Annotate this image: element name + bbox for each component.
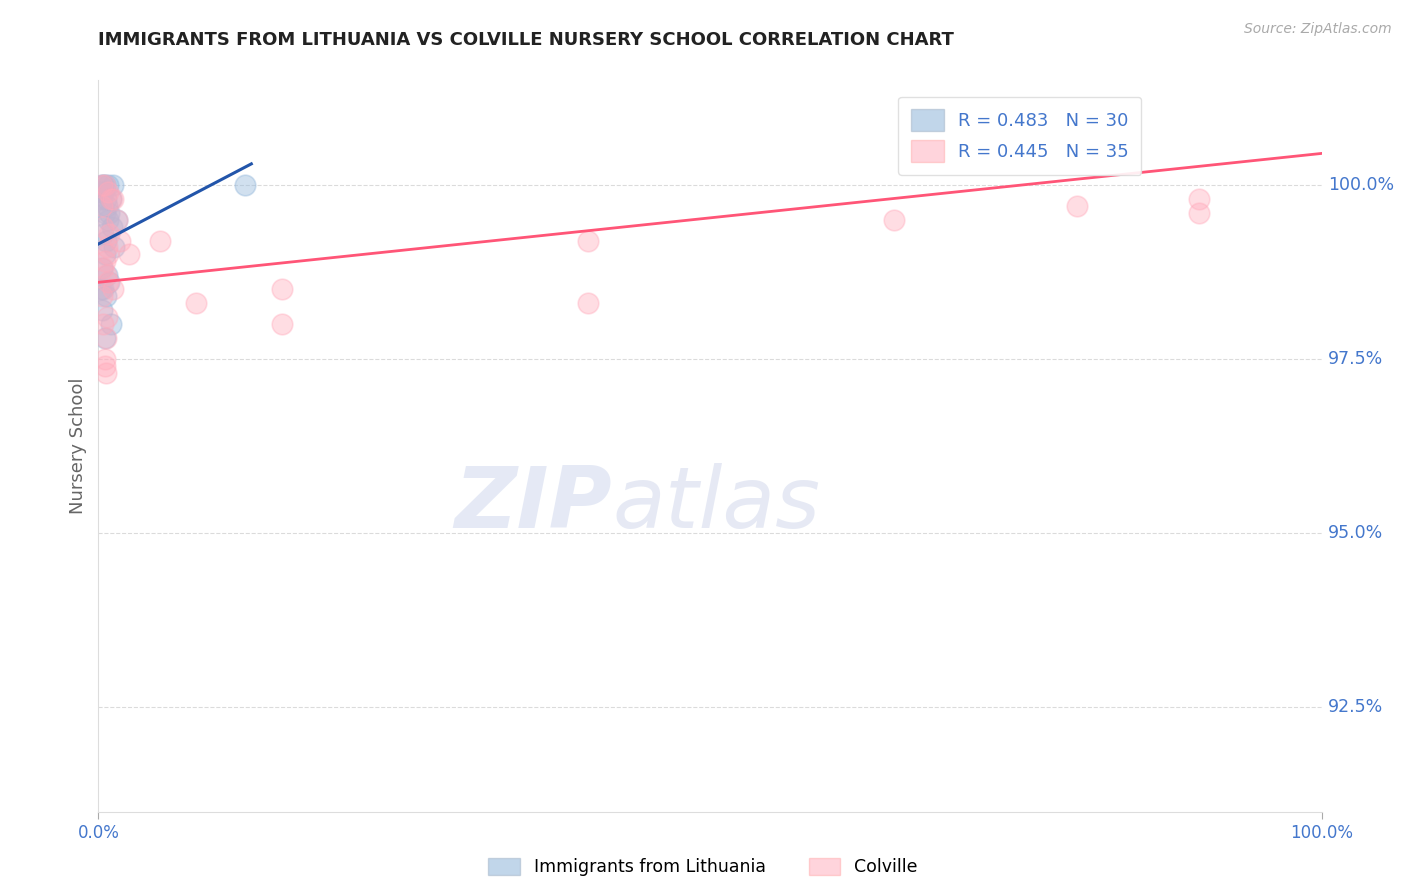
- Text: 92.5%: 92.5%: [1327, 698, 1384, 716]
- Point: [186, 296, 208, 310]
- Legend: Immigrants from Lithuania, Colville: Immigrants from Lithuania, Colville: [481, 851, 925, 883]
- Point: [91, 303, 114, 318]
- Point: [883, 212, 905, 227]
- Point: [90, 185, 112, 199]
- Text: IMMIGRANTS FROM LITHUANIA VS COLVILLE NURSERY SCHOOL CORRELATION CHART: IMMIGRANTS FROM LITHUANIA VS COLVILLE NU…: [98, 31, 955, 49]
- Point: [101, 282, 124, 296]
- Point: [1066, 199, 1088, 213]
- Point: [91, 282, 114, 296]
- Point: [97, 247, 120, 261]
- Point: [100, 192, 122, 206]
- Point: [94, 331, 117, 345]
- Point: [94, 192, 117, 206]
- Point: [93, 178, 115, 192]
- Point: [110, 234, 132, 248]
- Point: [91, 185, 114, 199]
- Point: [97, 212, 120, 227]
- Point: [93, 205, 115, 219]
- Text: 100.0%: 100.0%: [1327, 176, 1393, 194]
- Point: [91, 261, 114, 276]
- Point: [101, 192, 124, 206]
- Text: 95.0%: 95.0%: [1327, 524, 1384, 542]
- Point: [101, 219, 124, 234]
- Point: [93, 359, 115, 373]
- Point: [93, 331, 115, 345]
- Point: [101, 178, 124, 192]
- Point: [93, 247, 115, 261]
- Point: [94, 234, 117, 248]
- Point: [98, 227, 121, 241]
- Point: [576, 234, 599, 248]
- Point: [149, 234, 172, 248]
- Point: [91, 227, 114, 241]
- Point: [93, 254, 115, 268]
- Text: Source: ZipAtlas.com: Source: ZipAtlas.com: [1244, 22, 1392, 37]
- Point: [91, 192, 114, 206]
- Point: [91, 317, 114, 331]
- Text: 97.5%: 97.5%: [1327, 350, 1384, 368]
- Point: [233, 178, 256, 192]
- Point: [91, 178, 114, 192]
- Legend: R = 0.483   N = 30, R = 0.445   N = 35: R = 0.483 N = 30, R = 0.445 N = 35: [898, 96, 1142, 175]
- Point: [105, 212, 128, 227]
- Point: [1188, 192, 1211, 206]
- Point: [97, 178, 120, 192]
- Point: [91, 289, 114, 303]
- Point: [270, 317, 294, 331]
- Point: [96, 199, 118, 213]
- Point: [96, 240, 118, 254]
- Point: [1188, 205, 1211, 219]
- Point: [91, 178, 114, 192]
- Point: [103, 240, 125, 254]
- Point: [100, 192, 122, 206]
- Point: [90, 282, 112, 296]
- Point: [94, 366, 117, 380]
- Point: [96, 310, 118, 325]
- Point: [100, 317, 122, 331]
- Point: [96, 268, 118, 283]
- Y-axis label: Nursery School: Nursery School: [69, 377, 87, 515]
- Point: [94, 268, 117, 283]
- Text: ZIP: ZIP: [454, 463, 612, 546]
- Point: [91, 219, 114, 234]
- Point: [118, 247, 141, 261]
- Point: [270, 282, 294, 296]
- Text: atlas: atlas: [612, 463, 820, 546]
- Point: [97, 185, 120, 199]
- Point: [97, 275, 120, 289]
- Point: [94, 289, 117, 303]
- Point: [93, 351, 115, 366]
- Point: [576, 296, 599, 310]
- Point: [105, 212, 128, 227]
- Point: [93, 178, 115, 192]
- Point: [91, 178, 114, 192]
- Point: [91, 199, 114, 213]
- Point: [91, 261, 114, 276]
- Point: [98, 275, 121, 289]
- Point: [98, 205, 121, 219]
